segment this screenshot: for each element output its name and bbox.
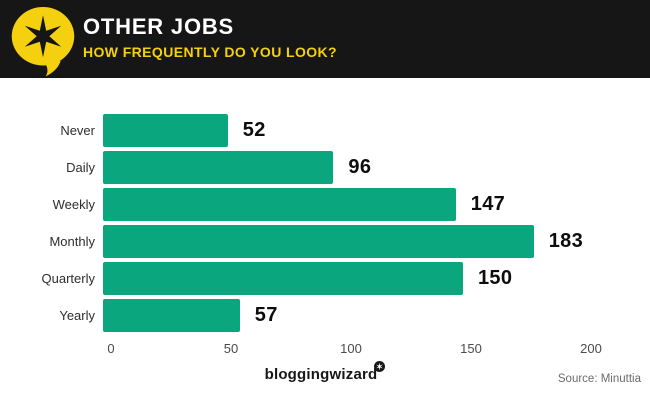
chart-title: OTHER JOBS	[83, 14, 235, 39]
bar-monthly	[103, 225, 534, 258]
bar-daily	[103, 151, 334, 184]
value-label: 57	[254, 304, 278, 326]
bar-row-never: Never 52	[0, 114, 650, 147]
chart-subtitle: HOW FREQUENTLY DO YOU LOOK?	[83, 44, 338, 61]
x-tick: 100	[340, 341, 362, 356]
bar-chart: Never 52 Daily 96 Weekly 147 Monthly 183…	[0, 114, 650, 332]
brand-logo: bloggingwizard	[0, 361, 650, 383]
bar-row-daily: Daily 96	[0, 151, 650, 184]
bar-row-yearly: Yearly 57	[0, 299, 650, 332]
source-credit: Source: Minuttia	[557, 373, 641, 385]
brand-logo-text: bloggingwizard	[264, 366, 378, 383]
category-label: Monthly	[49, 234, 95, 249]
header-band: OTHER JOBS HOW FREQUENTLY DO YOU LOOK?	[0, 0, 650, 78]
bar-weekly	[103, 188, 456, 221]
header-titles: OTHER JOBS HOW FREQUENTLY DO YOU LOOK?	[83, 14, 338, 61]
bar-row-monthly: Monthly 183	[0, 225, 650, 258]
value-label: 96	[348, 156, 372, 178]
x-tick: 50	[223, 341, 239, 356]
bar-yearly	[103, 299, 240, 332]
x-axis: 0 50 100 150 200	[107, 341, 601, 359]
category-label: Weekly	[52, 197, 95, 212]
x-tick: 0	[107, 341, 115, 356]
x-tick: 200	[580, 341, 602, 356]
value-label: 147	[470, 193, 506, 215]
value-label: 150	[478, 267, 513, 289]
bar-never	[103, 114, 228, 147]
value-label: 52	[242, 119, 266, 141]
x-tick: 150	[460, 341, 482, 356]
category-label: Quarterly	[41, 271, 95, 286]
category-label: Yearly	[59, 308, 95, 323]
speech-bubble-star-icon	[9, 5, 77, 77]
value-label: 183	[548, 230, 583, 252]
category-label: Never	[60, 123, 95, 138]
bar-row-weekly: Weekly 147	[0, 188, 650, 221]
bar-quarterly	[103, 262, 463, 295]
bar-row-quarterly: Quarterly 150	[0, 262, 650, 295]
star-badge-icon	[374, 359, 386, 372]
category-label: Daily	[66, 160, 95, 175]
